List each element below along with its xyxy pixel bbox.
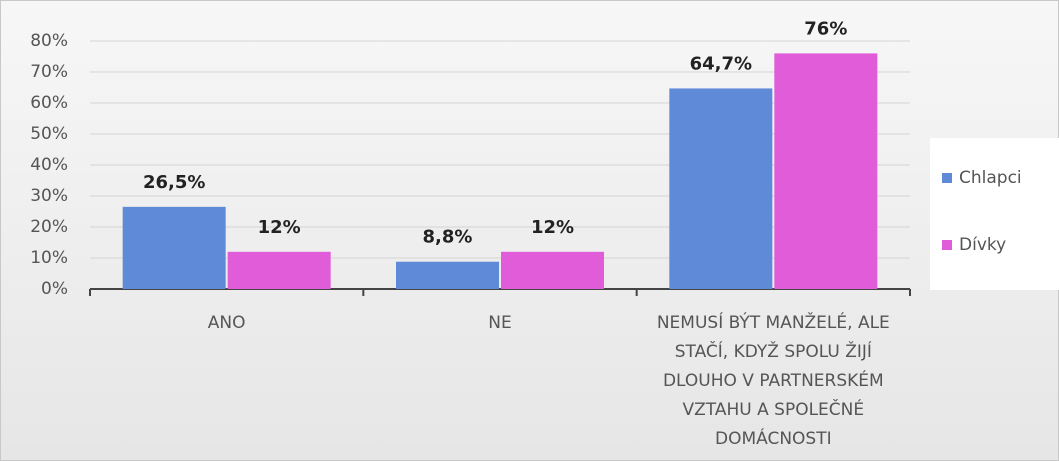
legend-box — [930, 138, 1059, 290]
legend-label: Dívky — [959, 235, 1006, 255]
value-label: 8,8% — [423, 227, 473, 248]
bar — [227, 251, 331, 289]
legend-swatch — [942, 173, 952, 183]
value-label: 26,5% — [143, 172, 205, 193]
x-tick-label: NEMUSÍ BÝT MANŽELÉ, ALE STAČÍ, KDYŽ SPOLU… — [657, 311, 890, 449]
value-label: 12% — [531, 217, 574, 238]
bar — [396, 261, 499, 289]
x-tick-label: ANO — [208, 313, 246, 333]
legend-label: Chlapci — [959, 168, 1022, 188]
y-tick-label: 50% — [30, 124, 68, 144]
y-tick-label: 40% — [30, 155, 68, 175]
y-tick-label: 80% — [30, 31, 68, 51]
bar — [669, 88, 773, 290]
y-tick-label: 20% — [30, 217, 68, 237]
y-tick-label: 10% — [30, 248, 68, 268]
y-tick-label: 30% — [30, 186, 68, 206]
bar — [122, 206, 226, 289]
bar — [774, 53, 878, 290]
legend-swatch — [942, 240, 952, 250]
y-tick-label: 70% — [30, 62, 68, 82]
value-label: 76% — [804, 18, 847, 39]
value-label: 64,7% — [690, 53, 752, 74]
y-tick-label: 0% — [41, 279, 68, 299]
bar — [501, 251, 604, 289]
value-label: 12% — [258, 217, 301, 238]
y-tick-label: 60% — [30, 93, 68, 113]
x-tick-label: NE — [488, 313, 511, 333]
